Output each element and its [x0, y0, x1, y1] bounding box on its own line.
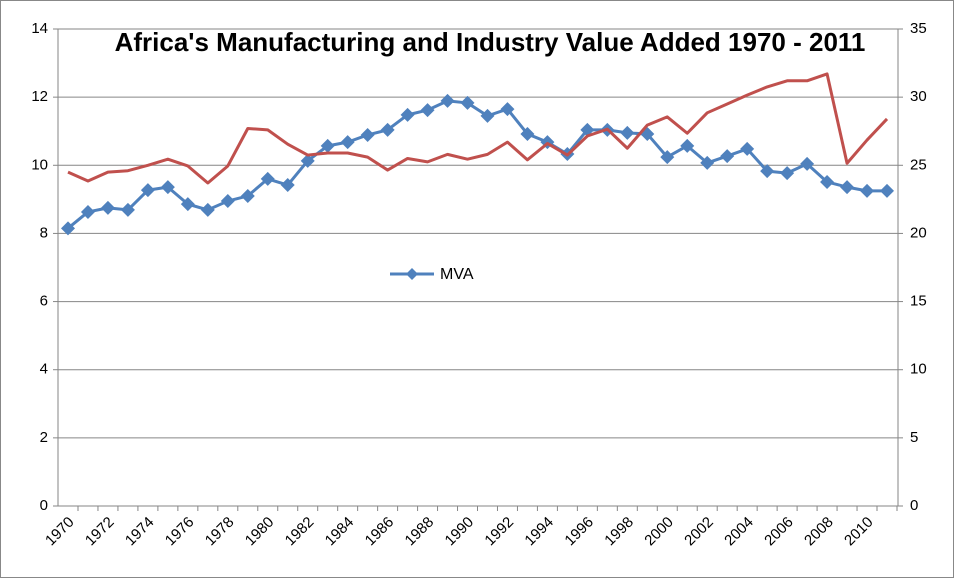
data-point	[300, 153, 315, 168]
y-tick-label: 0	[40, 497, 48, 514]
y-tick-label: 12	[31, 88, 48, 105]
y2-tick-label: 5	[910, 429, 918, 446]
data-point	[220, 194, 235, 209]
legend-swatch	[390, 268, 434, 280]
y2-tick-label: 0	[910, 497, 918, 514]
x-tick-label: 1992	[481, 514, 517, 550]
data-point	[200, 202, 215, 217]
x-tick-label: 1988	[402, 514, 438, 550]
x-tick-label: 2002	[681, 514, 717, 550]
data-point	[320, 138, 335, 153]
data-point	[80, 204, 95, 219]
data-point	[340, 135, 355, 150]
x-tick-label: 1990	[442, 514, 478, 550]
y2-tick-label: 20	[910, 224, 927, 241]
y2-tick-label: 10	[910, 361, 927, 378]
y-tick-label: 2	[40, 429, 48, 446]
legend: MVA	[390, 264, 480, 286]
data-point	[460, 95, 475, 110]
y-tick-label: 6	[40, 293, 48, 310]
x-tick-label: 1986	[362, 514, 398, 550]
data-point	[240, 188, 255, 203]
series-line	[67, 99, 887, 230]
data-point	[140, 183, 155, 198]
data-point	[820, 174, 835, 189]
data-point	[740, 141, 755, 156]
y-tick-label: 10	[31, 156, 48, 173]
x-tick-label: 1996	[561, 514, 597, 550]
x-tick-label: 2000	[641, 514, 677, 550]
data-point	[860, 183, 875, 198]
data-point	[120, 202, 135, 217]
data-point	[440, 93, 455, 108]
x-tick-label: 1980	[242, 514, 278, 550]
data-point	[520, 126, 535, 141]
data-point	[400, 107, 415, 122]
data-point	[720, 149, 735, 164]
data-point	[840, 180, 855, 195]
data-point	[760, 164, 775, 179]
x-tick-label: 1974	[122, 514, 158, 550]
data-point	[360, 127, 375, 142]
data-point	[660, 150, 675, 165]
data-point	[480, 108, 495, 123]
data-point	[420, 103, 435, 118]
data-point	[61, 221, 75, 236]
data-point	[500, 102, 515, 117]
y2-tick-label: 30	[910, 88, 927, 105]
legend-label: MVA	[440, 266, 474, 283]
x-tick-label: 2006	[761, 514, 797, 550]
y-tick-label: 4	[40, 361, 48, 378]
chart-title: Africa's Manufacturing and Industry Valu…	[114, 27, 866, 57]
x-tick-label: 2008	[801, 514, 837, 550]
data-point	[780, 166, 795, 181]
y2-tick-label: 25	[910, 156, 927, 173]
x-tick-label: 1978	[202, 514, 238, 550]
y2-tick-label: 15	[910, 293, 927, 310]
x-tick-label: 2004	[721, 514, 757, 550]
data-point	[180, 197, 195, 212]
x-tick-label: 1972	[82, 514, 118, 550]
data-point	[680, 138, 695, 153]
x-tick-label: 1976	[162, 514, 198, 550]
y-tick-label: 8	[40, 224, 48, 241]
data-point	[700, 155, 715, 170]
x-tick-label: 2010	[841, 514, 877, 550]
data-point	[260, 171, 275, 186]
x-tick-label: 1998	[601, 514, 637, 550]
data-point	[100, 200, 115, 215]
x-tick-label: 1984	[322, 514, 358, 550]
x-tick-label: 1994	[521, 514, 557, 550]
data-point	[380, 122, 395, 137]
x-tick-label: 1982	[282, 514, 318, 550]
data-point	[880, 183, 894, 198]
data-point	[620, 125, 635, 140]
y-tick-label: 14	[31, 20, 48, 37]
data-point	[800, 156, 815, 171]
series-line	[67, 72, 889, 185]
data-point	[160, 180, 175, 195]
data-point	[280, 178, 295, 193]
x-tick-label: 1970	[42, 514, 78, 550]
y2-tick-label: 35	[910, 20, 927, 37]
